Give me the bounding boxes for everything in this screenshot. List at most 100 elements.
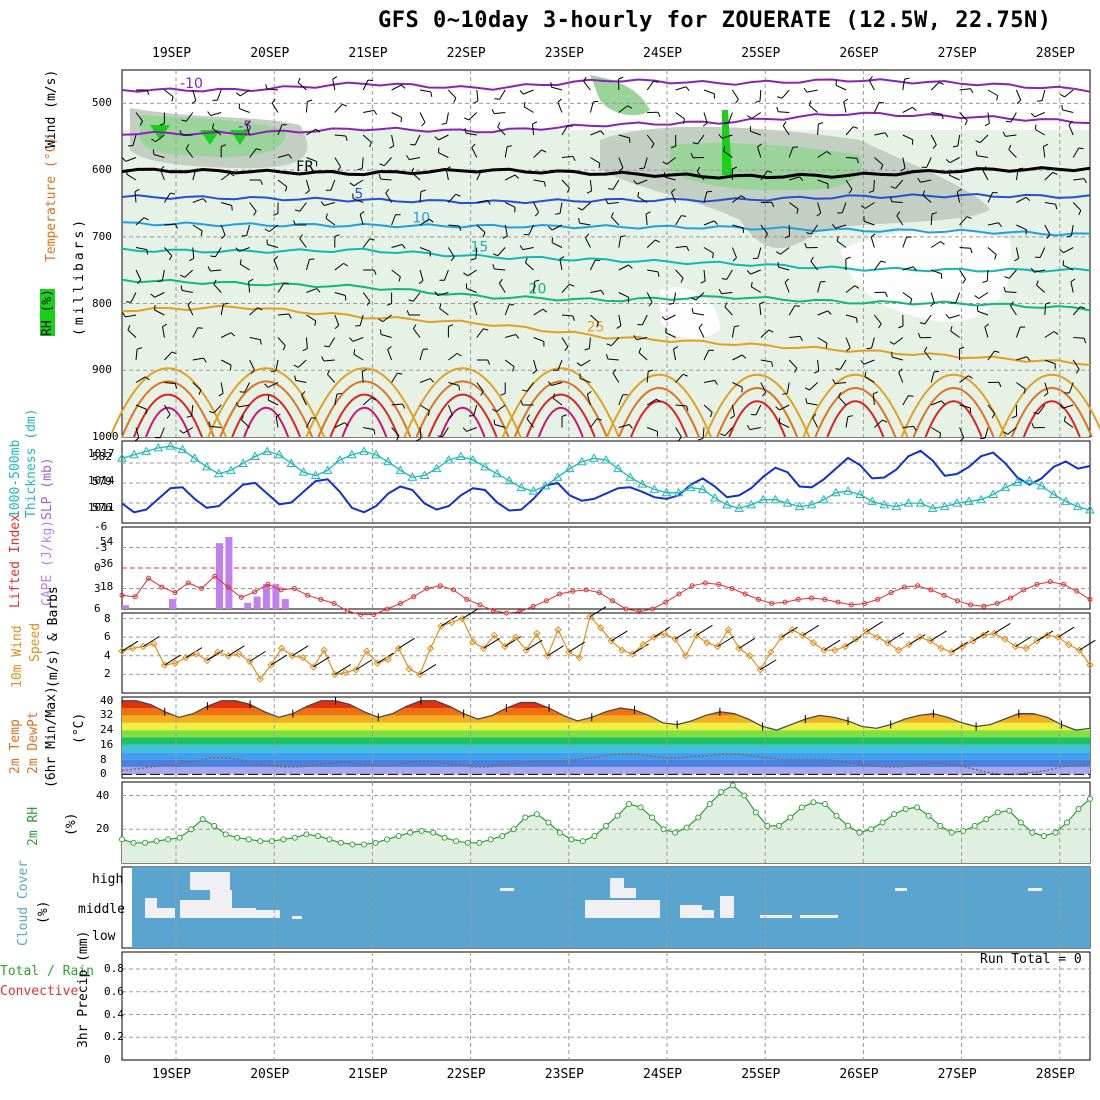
wind-speed-point bbox=[1065, 640, 1073, 649]
thickness-marker bbox=[431, 463, 442, 473]
temperature-isotherm bbox=[121, 247, 1091, 273]
wind-speed-point bbox=[703, 639, 711, 647]
wind-barb-flag bbox=[480, 391, 484, 396]
wind-barb bbox=[244, 382, 251, 393]
date-label: 24SEP bbox=[643, 46, 683, 61]
wind-barb-flag bbox=[628, 424, 633, 429]
rh-point bbox=[971, 822, 978, 829]
wind-barb bbox=[334, 314, 340, 326]
rh-point bbox=[176, 834, 183, 841]
wind-barb-flag bbox=[767, 170, 773, 173]
wind-barb bbox=[703, 349, 710, 361]
wind-barb bbox=[187, 304, 194, 316]
rh-point bbox=[337, 839, 344, 846]
wind-speed-point bbox=[575, 653, 584, 662]
wind-barb bbox=[362, 292, 371, 302]
lifted-index-point bbox=[742, 591, 748, 597]
wind-barb-flag bbox=[492, 264, 495, 270]
wind-barb-flag bbox=[782, 121, 787, 127]
rh-point bbox=[314, 833, 321, 839]
wind-10m-barb bbox=[823, 639, 841, 651]
wind-barb-flag bbox=[856, 158, 859, 164]
rh-point bbox=[948, 829, 955, 836]
wind-barb-flag bbox=[891, 352, 893, 358]
wind-barb-flag bbox=[890, 186, 896, 189]
wind-barb-flag bbox=[143, 217, 149, 221]
wind-barb-flag bbox=[145, 376, 150, 381]
thickness-marker bbox=[601, 454, 611, 464]
label-slp: SLP (mb) bbox=[40, 457, 55, 520]
lifted-index-point bbox=[225, 584, 231, 590]
thickness-marker bbox=[177, 444, 188, 454]
temp-band bbox=[122, 715, 1090, 723]
wind-barb bbox=[957, 134, 961, 146]
lifted-tick-label: 0 bbox=[94, 561, 101, 574]
wind-barb-flag bbox=[775, 251, 781, 255]
wind-barb-flag bbox=[775, 406, 780, 411]
temp-band bbox=[122, 722, 1090, 731]
pressure-tick-label: 700 bbox=[92, 229, 112, 243]
thickness-marker bbox=[274, 449, 285, 459]
wind-barb bbox=[275, 416, 279, 428]
wind-barb bbox=[786, 382, 790, 394]
wind-barb-flag bbox=[265, 84, 268, 90]
label-top-temp: Temperature (°C) bbox=[44, 136, 59, 262]
wind-barb-flag bbox=[402, 403, 406, 409]
thickness-marker bbox=[1000, 482, 1011, 492]
wind-barb bbox=[559, 259, 563, 271]
wind-barb-flag bbox=[507, 145, 513, 148]
temp-band bbox=[122, 744, 1090, 753]
surface-isotherm bbox=[403, 367, 522, 438]
rh-area bbox=[122, 785, 1090, 863]
wind-barb bbox=[675, 269, 684, 279]
thickness-marker bbox=[661, 487, 672, 497]
wind-barb bbox=[930, 241, 941, 248]
wind-barb-flag bbox=[713, 220, 718, 225]
wind-barb bbox=[931, 112, 943, 115]
date-label: 20SEP bbox=[250, 1067, 290, 1082]
wind-barb bbox=[445, 169, 449, 181]
wind-barb-flag bbox=[1026, 356, 1031, 362]
wind-barb-flag bbox=[917, 332, 921, 338]
wind-barb bbox=[703, 89, 715, 95]
wind-barb bbox=[778, 266, 790, 271]
wind-speed-point bbox=[682, 652, 690, 660]
cloud-block bbox=[610, 878, 624, 888]
wind-barb bbox=[359, 314, 364, 326]
wind-barb-flag bbox=[959, 346, 965, 350]
thickness-marker bbox=[201, 461, 212, 471]
wind-barb bbox=[419, 349, 424, 361]
wind-barb-flag bbox=[984, 122, 990, 127]
wind-speed-point bbox=[320, 646, 328, 654]
wind-barb bbox=[557, 102, 563, 113]
wind-10m-barb bbox=[462, 608, 479, 620]
wind-barb bbox=[275, 359, 279, 371]
wind-barb-flag bbox=[483, 328, 489, 331]
wind-10m-barb bbox=[887, 632, 905, 644]
wind-barb-flag bbox=[181, 119, 187, 122]
wind-barb bbox=[324, 202, 335, 207]
cloud-block bbox=[610, 888, 636, 898]
surface-isotherm bbox=[207, 367, 326, 438]
wind-barb bbox=[125, 314, 137, 318]
wind-barb-flag bbox=[429, 378, 435, 383]
wind-barb bbox=[164, 89, 174, 98]
lifted-index-point bbox=[344, 608, 350, 614]
rh-point bbox=[418, 827, 425, 834]
wind-barb bbox=[873, 260, 882, 271]
wind-barb bbox=[731, 247, 737, 258]
rh-point bbox=[142, 839, 149, 846]
wind-barb-flag bbox=[349, 182, 355, 187]
wind-barb bbox=[1016, 382, 1026, 390]
rh-point bbox=[683, 824, 690, 831]
wind-barb bbox=[391, 214, 397, 226]
wind-barb-flag bbox=[569, 283, 575, 287]
lifted-index-point bbox=[358, 611, 364, 617]
wind-barb bbox=[732, 382, 743, 388]
wind-barb-flag bbox=[759, 301, 765, 305]
wind-barb bbox=[959, 375, 969, 383]
wind-barb-flag bbox=[320, 201, 325, 206]
cape-bar bbox=[122, 605, 129, 609]
wind-barb bbox=[590, 289, 602, 293]
rh-point bbox=[821, 800, 828, 807]
